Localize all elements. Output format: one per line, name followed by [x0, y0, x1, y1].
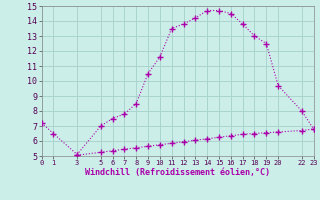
X-axis label: Windchill (Refroidissement éolien,°C): Windchill (Refroidissement éolien,°C): [85, 168, 270, 177]
